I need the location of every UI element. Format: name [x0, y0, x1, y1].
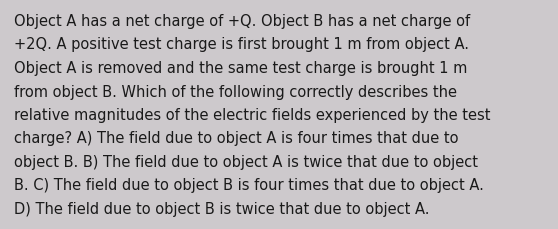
Text: Object A is removed and the same test charge is brought 1 m: Object A is removed and the same test ch… [14, 61, 468, 76]
Text: +2Q. A positive test charge is first brought 1 m from object A.: +2Q. A positive test charge is first bro… [14, 37, 469, 52]
Text: D) The field due to object B is twice that due to object A.: D) The field due to object B is twice th… [14, 201, 430, 216]
Text: relative magnitudes of the electric fields experienced by the test: relative magnitudes of the electric fiel… [14, 108, 490, 123]
Text: object B. B) The field due to object A is twice that due to object: object B. B) The field due to object A i… [14, 154, 478, 169]
Text: B. C) The field due to object B is four times that due to object A.: B. C) The field due to object B is four … [14, 178, 484, 193]
Text: charge? A) The field due to object A is four times that due to: charge? A) The field due to object A is … [14, 131, 459, 146]
Text: Object A has a net charge of +Q. Object B has a net charge of: Object A has a net charge of +Q. Object … [14, 14, 470, 29]
Text: from object B. Which of the following correctly describes the: from object B. Which of the following co… [14, 84, 457, 99]
